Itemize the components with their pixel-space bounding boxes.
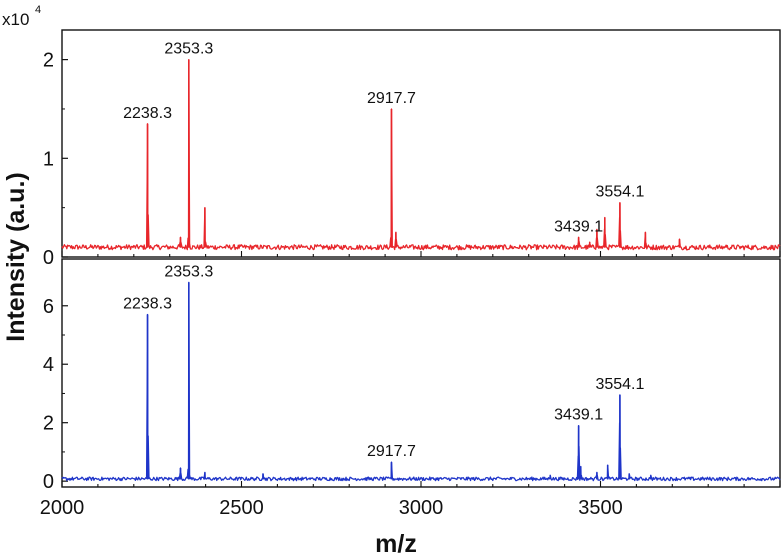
x-axis-title: m/z xyxy=(375,530,417,558)
peak-label: 3554.1 xyxy=(595,184,644,201)
y-tick-label: 0 xyxy=(43,471,54,493)
panel-frame xyxy=(61,29,781,258)
y-tick-label: 2 xyxy=(43,413,54,435)
panel-bottom: 0 2 4 6 2238.3 2353.3 2917.7 3439.1 3554.1 2000 25… xyxy=(40,258,781,519)
peak-label: 2238.3 xyxy=(123,105,172,122)
peak-label: 2353.3 xyxy=(164,263,213,280)
x-tick-label: 3500 xyxy=(578,497,623,519)
peak-label: 3439.1 xyxy=(554,407,603,424)
peak-label: 2353.3 xyxy=(164,41,213,58)
series-line-top xyxy=(61,58,781,251)
y-axis-title: Intensity (a.u.) xyxy=(2,172,30,341)
peak-label: 2917.7 xyxy=(367,90,416,107)
panel-frame xyxy=(61,258,781,488)
x-tick-label: 3000 xyxy=(399,497,444,519)
peak-label: 2917.7 xyxy=(367,443,416,460)
y-tick-label: 0 xyxy=(43,247,54,269)
y-tick-label: 1 xyxy=(43,148,54,170)
y-tick-label: 2 xyxy=(43,50,54,72)
y-multiplier-label: x10 4 xyxy=(2,4,41,29)
y-tick-label: 4 xyxy=(43,354,54,376)
y-multiplier-exponent: 4 xyxy=(35,4,41,16)
peak-label: 2238.3 xyxy=(123,296,172,313)
x-tick-label: 2500 xyxy=(219,497,264,519)
peak-label: 3554.1 xyxy=(595,376,644,393)
panel-top: 0 1 2 2238.3 2353.3 2917.7 3439.1 3554.1 xyxy=(43,29,781,269)
series-line-bottom xyxy=(61,281,781,482)
peak-label: 3439.1 xyxy=(554,218,603,235)
y-multiplier-base: x10 xyxy=(2,10,29,29)
x-tick-label: 2000 xyxy=(40,497,85,519)
y-tick-label: 6 xyxy=(43,296,54,318)
